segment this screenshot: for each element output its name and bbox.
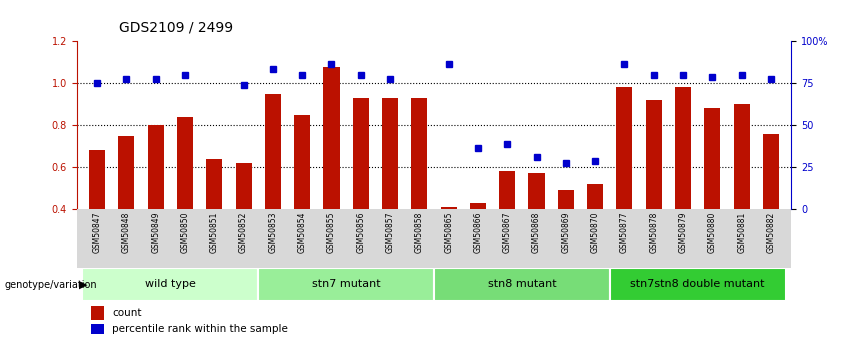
- Text: GSM50858: GSM50858: [414, 212, 424, 253]
- Bar: [294, 115, 311, 293]
- Text: ▶: ▶: [79, 280, 88, 289]
- Text: GSM50868: GSM50868: [532, 212, 541, 253]
- Text: GSM50865: GSM50865: [444, 212, 454, 254]
- Bar: [83, 268, 258, 301]
- Bar: [118, 136, 134, 293]
- Bar: [470, 203, 486, 293]
- Text: GSM50848: GSM50848: [122, 212, 131, 253]
- Bar: [236, 163, 252, 293]
- Bar: [258, 268, 434, 301]
- Bar: [411, 98, 427, 293]
- Text: GDS2109 / 2499: GDS2109 / 2499: [119, 21, 233, 35]
- Text: GSM50849: GSM50849: [151, 212, 160, 254]
- Bar: [528, 173, 545, 293]
- Bar: [441, 207, 457, 293]
- Bar: [734, 104, 750, 293]
- Text: stn8 mutant: stn8 mutant: [488, 279, 557, 289]
- Text: GSM50870: GSM50870: [591, 212, 600, 254]
- Bar: [587, 184, 603, 293]
- Text: wild type: wild type: [145, 279, 196, 289]
- Bar: [352, 98, 368, 293]
- Text: GSM50852: GSM50852: [239, 212, 248, 253]
- Text: GSM50854: GSM50854: [298, 212, 306, 254]
- Text: GSM50850: GSM50850: [180, 212, 190, 254]
- Bar: [382, 98, 398, 293]
- Bar: [557, 190, 574, 293]
- Bar: [91, 306, 104, 319]
- Text: GSM50853: GSM50853: [268, 212, 277, 254]
- Bar: [323, 67, 340, 293]
- Text: stn7 mutant: stn7 mutant: [311, 279, 380, 289]
- Text: GSM50855: GSM50855: [327, 212, 336, 254]
- Text: GSM50881: GSM50881: [737, 212, 746, 253]
- Text: GSM50856: GSM50856: [357, 212, 365, 254]
- Text: GSM50866: GSM50866: [473, 212, 483, 254]
- Text: GSM50880: GSM50880: [708, 212, 717, 253]
- Text: stn7stn8 double mutant: stn7stn8 double mutant: [631, 279, 765, 289]
- Bar: [610, 268, 785, 301]
- Text: genotype/variation: genotype/variation: [4, 280, 97, 289]
- Bar: [675, 88, 691, 293]
- Text: GSM50867: GSM50867: [503, 212, 511, 254]
- Text: GSM50857: GSM50857: [386, 212, 395, 254]
- Bar: [206, 159, 222, 293]
- Bar: [177, 117, 193, 293]
- Text: percentile rank within the sample: percentile rank within the sample: [112, 324, 288, 334]
- Bar: [616, 88, 632, 293]
- Text: GSM50851: GSM50851: [210, 212, 219, 253]
- Bar: [91, 324, 104, 334]
- Text: GSM50878: GSM50878: [649, 212, 658, 253]
- Text: GSM50879: GSM50879: [678, 212, 688, 254]
- Bar: [646, 100, 662, 293]
- Bar: [147, 125, 163, 293]
- Text: GSM50847: GSM50847: [93, 212, 101, 254]
- Text: GSM50882: GSM50882: [767, 212, 775, 253]
- Bar: [705, 108, 721, 293]
- Bar: [762, 134, 779, 293]
- Bar: [265, 94, 281, 293]
- Bar: [89, 150, 106, 293]
- Text: count: count: [112, 308, 142, 318]
- Text: GSM50877: GSM50877: [620, 212, 629, 254]
- Text: GSM50869: GSM50869: [562, 212, 570, 254]
- Bar: [434, 268, 610, 301]
- Bar: [500, 171, 516, 293]
